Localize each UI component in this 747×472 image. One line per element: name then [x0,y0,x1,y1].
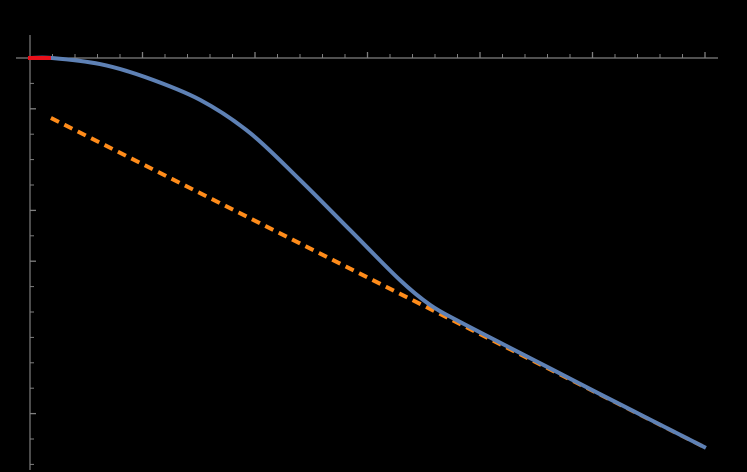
axes [16,35,718,470]
series-response [29,55,707,450]
series-layer [27,55,707,450]
series-asymptote [50,116,707,450]
x-axis-ticks [52,52,706,58]
y-axis-ticks [30,82,36,465]
